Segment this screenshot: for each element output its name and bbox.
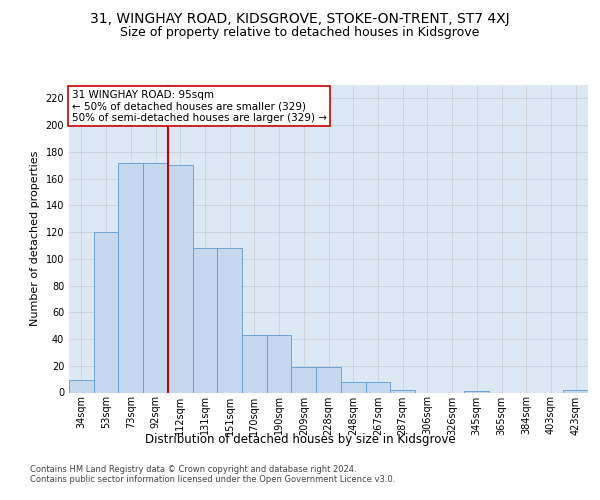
Bar — [118, 162, 143, 392]
Text: Distribution of detached houses by size in Kidsgrove: Distribution of detached houses by size … — [145, 432, 455, 446]
Bar — [143, 162, 168, 392]
Bar — [69, 380, 94, 392]
Bar — [563, 390, 588, 392]
Bar — [464, 391, 489, 392]
Bar — [168, 165, 193, 392]
Bar — [217, 248, 242, 392]
Bar — [365, 382, 390, 392]
Bar — [316, 367, 341, 392]
Bar — [94, 232, 118, 392]
Text: 31, WINGHAY ROAD, KIDSGROVE, STOKE-ON-TRENT, ST7 4XJ: 31, WINGHAY ROAD, KIDSGROVE, STOKE-ON-TR… — [90, 12, 510, 26]
Text: Contains HM Land Registry data © Crown copyright and database right 2024.
Contai: Contains HM Land Registry data © Crown c… — [30, 465, 395, 484]
Text: 31 WINGHAY ROAD: 95sqm
← 50% of detached houses are smaller (329)
50% of semi-de: 31 WINGHAY ROAD: 95sqm ← 50% of detached… — [71, 90, 326, 123]
Bar — [267, 335, 292, 392]
Y-axis label: Number of detached properties: Number of detached properties — [30, 151, 40, 326]
Text: Size of property relative to detached houses in Kidsgrove: Size of property relative to detached ho… — [121, 26, 479, 39]
Bar — [193, 248, 217, 392]
Bar — [341, 382, 365, 392]
Bar — [242, 335, 267, 392]
Bar — [292, 367, 316, 392]
Bar — [390, 390, 415, 392]
